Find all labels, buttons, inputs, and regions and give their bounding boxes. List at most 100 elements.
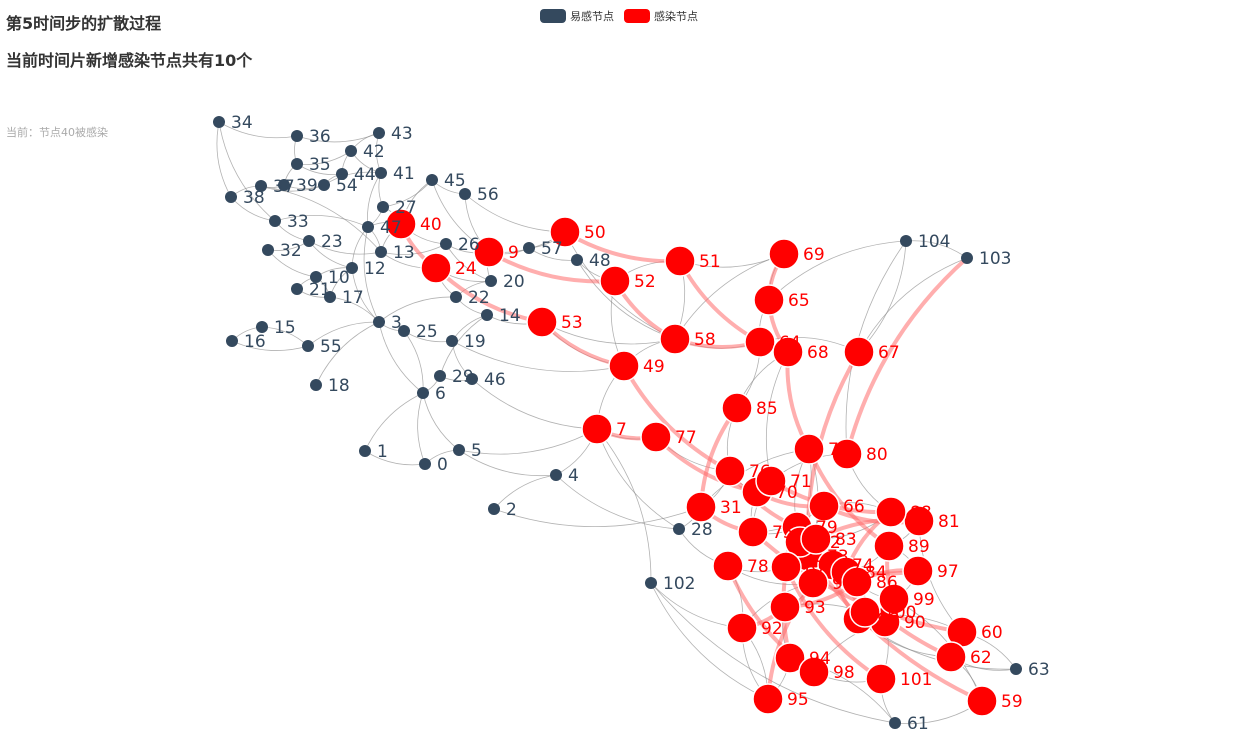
node-76[interactable] — [714, 455, 746, 487]
node-89[interactable] — [873, 530, 905, 562]
node-38[interactable] — [225, 191, 237, 203]
node-69[interactable] — [768, 238, 800, 270]
node-91[interactable] — [797, 567, 829, 599]
node-label-10: 10 — [328, 268, 350, 288]
node-72[interactable] — [793, 433, 825, 465]
node-83[interactable] — [800, 523, 832, 555]
node-14[interactable] — [481, 309, 493, 321]
node-86[interactable] — [841, 566, 873, 598]
node-85[interactable] — [721, 392, 753, 424]
node-16[interactable] — [226, 335, 238, 347]
node-63[interactable] — [1010, 663, 1022, 675]
node-13[interactable] — [375, 246, 387, 258]
node-53[interactable] — [526, 306, 558, 338]
node-49[interactable] — [608, 350, 640, 382]
node-39[interactable] — [278, 179, 290, 191]
node-7[interactable] — [581, 413, 613, 445]
node-19[interactable] — [446, 335, 458, 347]
node-64[interactable] — [744, 326, 776, 358]
node-18[interactable] — [310, 379, 322, 391]
node-27[interactable] — [377, 201, 389, 213]
node-23[interactable] — [303, 235, 315, 247]
node-80[interactable] — [831, 438, 863, 470]
node-12[interactable] — [346, 262, 358, 274]
legend-item-susceptible[interactable]: 易感节点 — [540, 8, 614, 24]
node-26[interactable] — [440, 238, 452, 250]
node-103[interactable] — [961, 252, 973, 264]
node-label-5: 5 — [471, 441, 482, 461]
node-102[interactable] — [645, 577, 657, 589]
node-46[interactable] — [466, 373, 478, 385]
node-61[interactable] — [889, 717, 901, 729]
node-55[interactable] — [302, 340, 314, 352]
edge-23-13 — [308, 240, 382, 255]
node-68[interactable] — [772, 336, 804, 368]
node-92[interactable] — [726, 612, 758, 644]
node-29[interactable] — [434, 370, 446, 382]
node-36[interactable] — [291, 130, 303, 142]
node-88[interactable] — [875, 496, 907, 528]
node-6[interactable] — [417, 387, 429, 399]
node-75[interactable] — [737, 516, 769, 548]
node-77[interactable] — [640, 421, 672, 453]
legend-item-infected[interactable]: 感染节点 — [624, 8, 698, 24]
node-48[interactable] — [571, 254, 583, 266]
node-40[interactable] — [385, 208, 417, 240]
node-50[interactable] — [549, 216, 581, 248]
node-35[interactable] — [291, 158, 303, 170]
node-41[interactable] — [375, 167, 387, 179]
edge-34-38 — [216, 121, 232, 198]
node-21[interactable] — [291, 283, 303, 295]
node-101[interactable] — [865, 663, 897, 695]
node-94[interactable] — [774, 642, 806, 674]
node-52[interactable] — [599, 265, 631, 297]
node-10[interactable] — [310, 271, 322, 283]
node-15[interactable] — [256, 321, 268, 333]
node-93[interactable] — [769, 591, 801, 623]
node-99[interactable] — [878, 583, 910, 615]
node-4[interactable] — [550, 469, 562, 481]
node-20[interactable] — [485, 275, 497, 287]
node-34[interactable] — [213, 116, 225, 128]
node-97[interactable] — [902, 555, 934, 587]
node-43[interactable] — [373, 127, 385, 139]
node-59[interactable] — [966, 685, 998, 717]
node-66[interactable] — [808, 490, 840, 522]
node-25[interactable] — [398, 325, 410, 337]
node-31[interactable] — [685, 491, 717, 523]
node-51[interactable] — [664, 245, 696, 277]
node-57[interactable] — [523, 242, 535, 254]
node-87[interactable] — [770, 551, 802, 583]
node-33[interactable] — [269, 215, 281, 227]
node-100[interactable] — [849, 596, 881, 628]
node-5[interactable] — [453, 444, 465, 456]
node-81[interactable] — [903, 505, 935, 537]
node-24[interactable] — [420, 252, 452, 284]
node-65[interactable] — [753, 284, 785, 316]
node-71[interactable] — [755, 465, 787, 497]
node-67[interactable] — [843, 336, 875, 368]
edge-69-58 — [674, 253, 785, 340]
node-56[interactable] — [459, 188, 471, 200]
node-0[interactable] — [419, 458, 431, 470]
node-37[interactable] — [255, 180, 267, 192]
node-44[interactable] — [336, 168, 348, 180]
node-9[interactable] — [473, 236, 505, 268]
node-95[interactable] — [752, 683, 784, 715]
node-58[interactable] — [659, 323, 691, 355]
node-98[interactable] — [798, 656, 830, 688]
node-45[interactable] — [426, 174, 438, 186]
node-2[interactable] — [488, 503, 500, 515]
node-1[interactable] — [359, 445, 371, 457]
node-3[interactable] — [373, 316, 385, 328]
node-42[interactable] — [345, 145, 357, 157]
node-22[interactable] — [450, 291, 462, 303]
node-104[interactable] — [900, 235, 912, 247]
node-54[interactable] — [318, 179, 330, 191]
node-78[interactable] — [712, 550, 744, 582]
node-62[interactable] — [935, 641, 967, 673]
node-17[interactable] — [324, 291, 336, 303]
node-47[interactable] — [362, 221, 374, 233]
node-28[interactable] — [673, 523, 685, 535]
node-32[interactable] — [262, 244, 274, 256]
